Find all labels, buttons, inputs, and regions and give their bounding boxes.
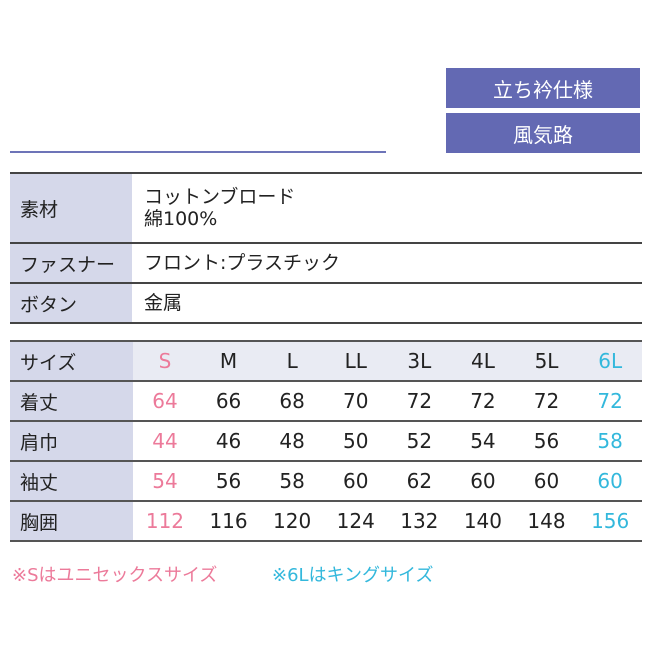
size-row: 肩巾 44 46 48 50 52 54 56 58 bbox=[10, 421, 642, 461]
size-header-LL: LL bbox=[344, 349, 367, 373]
measure-label: 胸囲 bbox=[10, 501, 134, 541]
size-row: 着丈 64 66 68 70 72 72 72 72 bbox=[10, 381, 642, 421]
size-cell: 72 bbox=[597, 389, 623, 413]
size-cell: 52 bbox=[406, 429, 433, 453]
size-cell: 58 bbox=[597, 429, 623, 453]
size-cell: 46 bbox=[215, 429, 242, 453]
spec-value: フロント:プラスチック bbox=[144, 252, 341, 274]
size-row: 袖丈 54 56 58 60 62 60 60 60 bbox=[10, 461, 642, 501]
measure-label: 肩巾 bbox=[10, 421, 134, 461]
size-cell: 64 bbox=[152, 389, 178, 413]
divider bbox=[10, 151, 386, 153]
size-header-M: M bbox=[219, 349, 238, 373]
size-cell: 70 bbox=[343, 389, 369, 413]
size-table: サイズ S M L LL 3L 4L 5L 6L 着丈 64 66 68 70 72 72 72 72 肩巾 44 46… bbox=[10, 340, 642, 542]
size-header-3L: 3L bbox=[407, 349, 432, 373]
size-cell: 112 bbox=[145, 509, 185, 533]
spec-value: 金属 bbox=[144, 292, 183, 314]
measure-label: 袖丈 bbox=[10, 461, 134, 501]
spec-value: コットンブロード bbox=[144, 186, 296, 208]
spec-table: 素材 コットンブロード 綿100% ファスナー フロント:プラスチック ボタン 金… bbox=[10, 172, 642, 324]
size-cell: 62 bbox=[406, 469, 433, 493]
measure-label: 着丈 bbox=[10, 381, 134, 421]
size-cell: 66 bbox=[215, 389, 242, 413]
spec-row-fastener: ファスナー フロント:プラスチック bbox=[10, 243, 642, 283]
size-header-5L: 5L bbox=[534, 349, 559, 373]
size-cell: 120 bbox=[273, 509, 312, 533]
spec-label: 素材 bbox=[10, 173, 132, 243]
note-king: ※6Lはキングサイズ bbox=[272, 565, 434, 586]
size-cell: 140 bbox=[463, 509, 503, 533]
size-cell: 60 bbox=[343, 469, 369, 493]
size-cell: 68 bbox=[279, 389, 305, 413]
size-cell: 54 bbox=[152, 469, 178, 493]
spec-value: 綿100% bbox=[144, 208, 218, 230]
size-cell: 156 bbox=[591, 509, 630, 533]
size-header-row: サイズ S M L LL 3L 4L 5L 6L bbox=[10, 341, 642, 381]
size-cell: 60 bbox=[533, 469, 560, 493]
size-cell: 44 bbox=[152, 429, 178, 453]
spec-row-button: ボタン 金属 bbox=[10, 283, 642, 323]
size-cell: 56 bbox=[215, 469, 242, 493]
size-cell: 60 bbox=[597, 469, 623, 493]
size-cell: 116 bbox=[209, 509, 248, 533]
spec-row-material: 素材 コットンブロード 綿100% bbox=[10, 173, 642, 243]
feature-tag-ventilation: 風気路 bbox=[446, 113, 640, 153]
size-cell: 124 bbox=[336, 509, 375, 533]
size-cell: 132 bbox=[400, 509, 439, 533]
spec-label: ボタン bbox=[10, 283, 132, 323]
size-cell: 54 bbox=[470, 429, 496, 453]
size-cell: 72 bbox=[406, 389, 433, 413]
note-unisex: ※Sはユニセックスサイズ bbox=[12, 565, 218, 586]
size-header-6L: 6L bbox=[598, 349, 623, 373]
size-cell: 72 bbox=[470, 389, 496, 413]
size-cell: 72 bbox=[533, 389, 560, 413]
size-cell: 48 bbox=[279, 429, 305, 453]
size-header-S: S bbox=[158, 349, 172, 373]
size-cell: 58 bbox=[279, 469, 305, 493]
size-cell: 50 bbox=[343, 429, 369, 453]
size-row: 胸囲 112 116 120 124 132 140 148 156 bbox=[10, 501, 642, 541]
size-header-label: サイズ bbox=[10, 341, 134, 381]
spec-label: ファスナー bbox=[10, 243, 132, 283]
size-header-L: L bbox=[286, 349, 298, 373]
size-cell: 148 bbox=[527, 509, 566, 533]
feature-tag-standing-collar: 立ち衿仕様 bbox=[446, 68, 640, 108]
size-cell: 60 bbox=[470, 469, 496, 493]
size-cell: 56 bbox=[533, 429, 560, 453]
size-header-4L: 4L bbox=[470, 349, 495, 373]
